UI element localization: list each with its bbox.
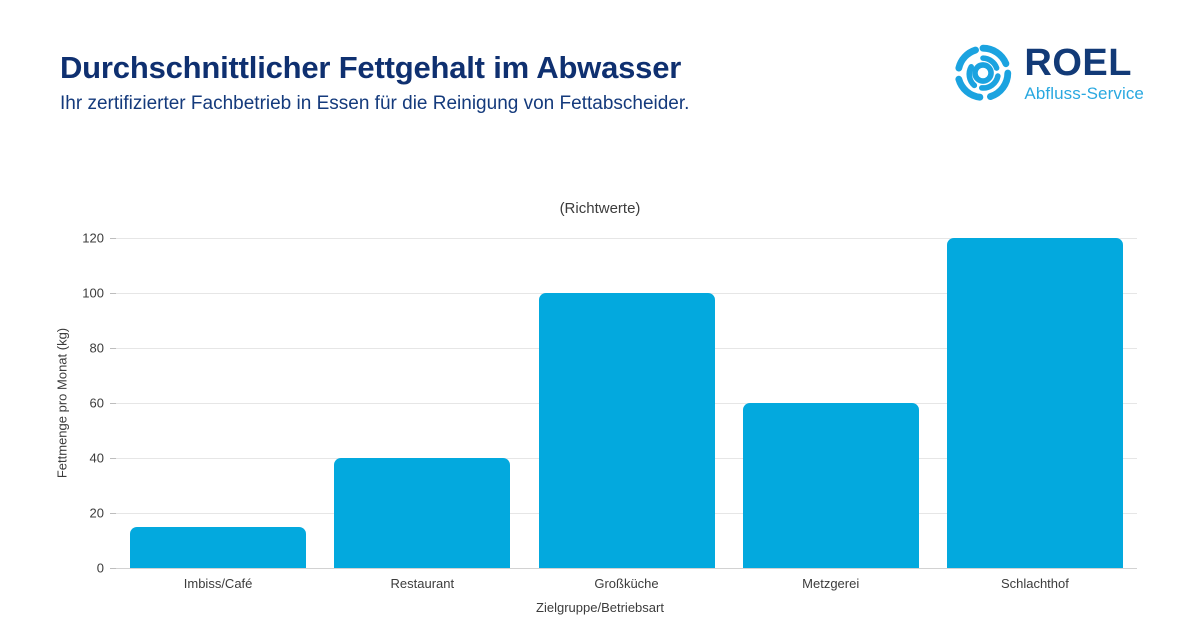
logo-wordmark: ROEL Abfluss-Service [1024, 44, 1144, 102]
y-axis-tick-label: 100 [82, 285, 104, 301]
logo-tagline: Abfluss-Service [1024, 84, 1144, 103]
x-axis-tick-label: Schlachthof [1000, 576, 1069, 591]
bar-slot: Imbiss/Café [116, 238, 320, 591]
bar[interactable] [742, 403, 919, 568]
page-header: Durchschnittlicher Fettgehalt im Abwasse… [0, 0, 1200, 160]
y-axis-tick-label: 20 [89, 505, 104, 521]
x-axis-tick-label: Metzgerei [802, 576, 860, 591]
logo-brand-name: ROEL [1024, 42, 1132, 84]
y-axis-tick [110, 238, 116, 239]
x-axis-tick-label: Imbiss/Café [183, 576, 253, 591]
water-swirl-icon [952, 42, 1014, 104]
plot-area: 0 20 40 60 80 100 120 Imbiss/Café Restaurant Gro… [82, 231, 1137, 591]
brand-logo: ROEL Abfluss-Service [952, 42, 1144, 104]
y-axis-tick-label: 60 [89, 395, 104, 411]
bar[interactable] [946, 238, 1123, 568]
bar[interactable] [538, 293, 715, 568]
bar-slot: Restaurant [320, 238, 524, 591]
bar-slot: Metzgerei [729, 238, 933, 591]
y-axis-tick-label: 0 [96, 560, 104, 576]
page-title: Durchschnittlicher Fettgehalt im Abwasse… [60, 50, 682, 85]
bar[interactable] [334, 458, 511, 568]
bar-group: Imbiss/Café Restaurant Großküche Metzgerei S… [116, 238, 1137, 591]
y-axis-title: Fettmenge pro Monat (kg) [54, 327, 70, 479]
y-axis-tick-label: 80 [89, 340, 104, 356]
x-axis-title: Zielgruppe/Betriebsart [536, 600, 664, 615]
y-axis-tick-label: 120 [82, 230, 104, 246]
chart-subtitle: (Richtwerte) [559, 200, 641, 217]
bar-slot: Schlachthof [933, 238, 1137, 591]
gridline [116, 568, 1137, 569]
x-axis-tick-label: Restaurant [390, 576, 455, 591]
bar-chart: (Richtwerte) Fettmenge pro Monat (kg) 0 2… [0, 160, 1200, 628]
bar-slot: Großküche [524, 238, 728, 591]
y-axis-tick [110, 568, 116, 569]
page-subtitle: Ihr zertifizierter Fachbetrieb in Essen … [60, 92, 690, 114]
gridline [116, 238, 1137, 239]
x-axis-tick-label: Großküche [594, 576, 659, 591]
bar[interactable] [130, 526, 307, 568]
y-axis-tick [110, 293, 116, 294]
y-axis-tick [110, 458, 116, 459]
y-axis-tick [110, 513, 116, 514]
header-text-block: Durchschnittlicher Fettgehalt im Abwasse… [60, 50, 920, 116]
y-axis-tick-label: 40 [89, 450, 104, 466]
y-axis-tick [110, 348, 116, 349]
y-axis-tick [110, 403, 116, 404]
